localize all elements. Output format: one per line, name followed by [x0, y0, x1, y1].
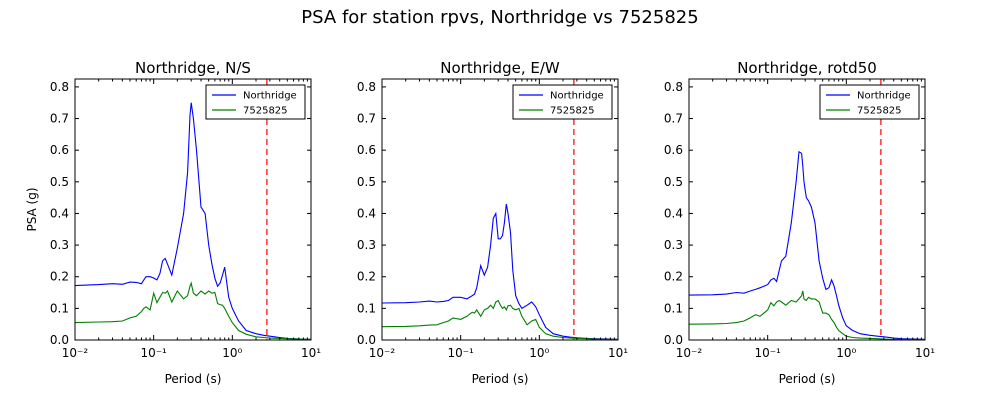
axes-frame	[74, 78, 312, 341]
x-tick-label: 10⁻²	[676, 346, 703, 360]
x-tick-label: 10⁻¹	[140, 346, 167, 360]
legend-box	[819, 84, 920, 120]
subplot-title: Northridge, rotd50	[737, 59, 877, 77]
y-tick-label: 0.7	[50, 112, 69, 126]
y-tick-label: 0.5	[357, 175, 376, 189]
y-tick-label: 0.6	[357, 143, 376, 157]
subplot-title: Northridge, E/W	[440, 59, 560, 77]
y-tick-label: 0.2	[664, 270, 683, 284]
axes-frame	[381, 78, 619, 341]
subplot-3: Northridge, rotd50 0.0 0.1 0.2 0.3 0.4 0.5 0.6 0…	[664, 59, 935, 386]
y-tick-label: 0.0	[664, 333, 683, 347]
legend-box	[512, 84, 613, 120]
y-tick-label: 0.2	[50, 270, 69, 284]
subplot-title: Northridge, N/S	[135, 59, 251, 77]
x-tick-label: 10⁻²	[62, 346, 89, 360]
plot-area	[382, 79, 618, 340]
y-tick-label: 0.0	[357, 333, 376, 347]
plot-area	[689, 79, 925, 340]
legend-label-7525825: 7525825	[243, 106, 288, 117]
y-tick-label: 0.6	[50, 143, 69, 157]
y-tick-label: 0.2	[357, 270, 376, 284]
y-tick-label: 0.4	[50, 206, 69, 220]
y-axis-label: PSA (g)	[25, 187, 39, 231]
y-tick-label: 0.5	[50, 175, 69, 189]
series-line-northridge	[689, 150, 925, 340]
legend-box	[205, 84, 306, 120]
series-line-northridge	[75, 102, 311, 340]
legend-label-northridge: Northridge	[857, 91, 911, 102]
x-axis-label: Period (s)	[472, 372, 529, 386]
subplot-1: Northridge, N/S 0.0 0.1 0.2 0.3 0.4 0.5 0.6 0.7 0…	[25, 59, 321, 386]
x-tick-label: 10⁻¹	[754, 346, 781, 360]
x-tick-label: 10¹	[608, 346, 628, 360]
series-line-7525825	[75, 281, 311, 340]
x-tick-label: 10⁻¹	[447, 346, 474, 360]
x-tick-label: 10⁻²	[369, 346, 396, 360]
y-tick-label: 0.1	[664, 301, 683, 315]
x-tick-label: 10⁰	[529, 346, 549, 360]
y-tick-label: 0.3	[357, 238, 376, 252]
legend: Northridge 7525825	[512, 84, 613, 120]
x-tick-label: 10¹	[915, 346, 935, 360]
series-line-7525825	[689, 290, 925, 340]
x-tick-label: 10⁰	[222, 346, 242, 360]
y-tick-label: 0.3	[664, 238, 683, 252]
y-tick-label: 0.8	[50, 80, 69, 94]
legend-label-7525825: 7525825	[857, 106, 902, 117]
legend-label-7525825: 7525825	[550, 106, 595, 117]
figure-title: PSA for station rpvs, Northridge vs 7525…	[301, 7, 698, 28]
y-tick-label: 0.1	[357, 301, 376, 315]
subplot-2: Northridge, E/W 0.0 0.1 0.2 0.3 0.4 0.5 0.6 0.7 0…	[357, 59, 628, 386]
y-tick-label: 0.8	[664, 80, 683, 94]
x-axis-label: Period (s)	[779, 372, 836, 386]
y-tick-label: 0.1	[50, 301, 69, 315]
y-tick-label: 0.0	[50, 333, 69, 347]
legend-label-northridge: Northridge	[550, 91, 604, 102]
legend: Northridge 7525825	[205, 84, 306, 120]
y-tick-label: 0.5	[664, 175, 683, 189]
legend-label-northridge: Northridge	[243, 91, 297, 102]
legend: Northridge 7525825	[819, 84, 920, 120]
y-tick-label: 0.6	[664, 143, 683, 157]
axes-frame	[688, 78, 926, 341]
y-tick-label: 0.7	[357, 112, 376, 126]
series-line-northridge	[382, 203, 618, 340]
y-tick-label: 0.3	[50, 238, 69, 252]
y-tick-label: 0.7	[664, 112, 683, 126]
x-axis-label: Period (s)	[165, 372, 222, 386]
x-tick-label: 10⁰	[836, 346, 856, 360]
plot-area	[75, 79, 311, 340]
x-tick-label: 10¹	[301, 346, 321, 360]
y-tick-label: 0.4	[664, 206, 683, 220]
series-line-7525825	[382, 299, 618, 340]
y-tick-label: 0.8	[357, 80, 376, 94]
y-tick-label: 0.4	[357, 206, 376, 220]
